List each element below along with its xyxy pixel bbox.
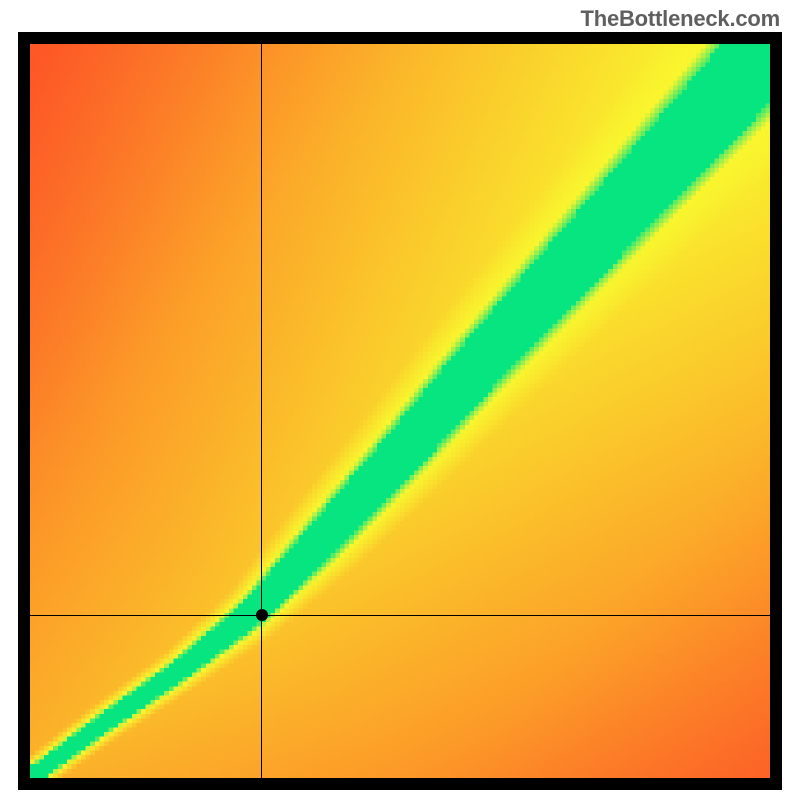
chart-container: TheBottleneck.com (0, 0, 800, 800)
chart-frame (18, 32, 782, 790)
attribution-text: TheBottleneck.com (580, 6, 780, 32)
bottleneck-heatmap (30, 44, 770, 778)
